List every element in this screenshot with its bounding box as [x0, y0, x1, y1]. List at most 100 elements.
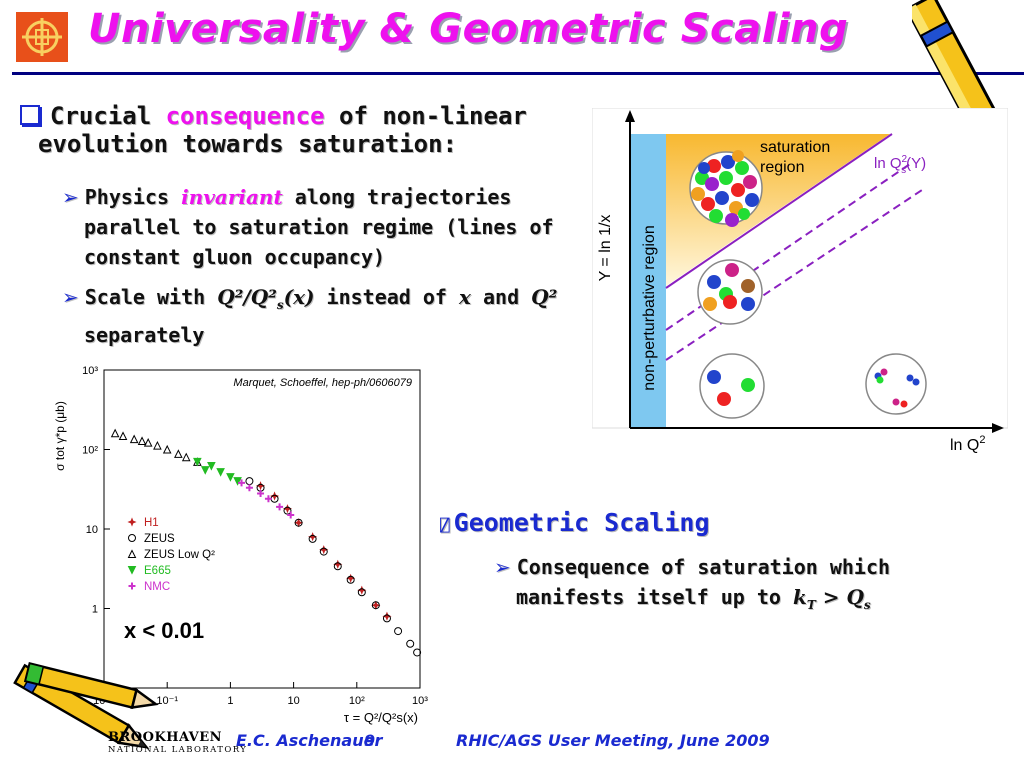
brookhaven-logo: BROOKHAVEN NATIONAL LABORATORY	[108, 730, 258, 760]
chart-frame	[103, 369, 421, 689]
sub2-math-sub: s	[276, 298, 284, 312]
x-tick-label: 10⁻¹	[156, 695, 178, 707]
saturation-diagram: Y = ln 1/x non-perturbative region satur…	[592, 108, 1008, 454]
sub2-math-x: (x)	[283, 285, 315, 309]
data-point-triangle-down	[216, 468, 225, 477]
arrow-bullet-icon: ➢	[494, 555, 511, 579]
arrow-bullet-icon: ➢	[62, 185, 79, 209]
data-point-triangle	[153, 440, 162, 450]
saturation-label-2: region	[760, 159, 804, 176]
main-bullet-prefix: Crucial	[50, 102, 166, 130]
data-point-triangle-down	[193, 457, 202, 467]
data-point-triangle-down	[233, 477, 242, 486]
arrow-bullet-icon: ➢	[62, 285, 79, 309]
legend-label: E665	[144, 565, 171, 577]
slide-title: Universality & Geometric Scaling	[88, 6, 849, 52]
dilute-gluon-circle	[865, 353, 927, 415]
data-point-plus	[264, 495, 272, 503]
y-axis-label: Y = ln 1/x	[597, 215, 614, 282]
data-point-circle	[406, 639, 415, 648]
sub2-and: and	[470, 285, 532, 309]
data-point-plus	[276, 503, 284, 511]
sub1-suffix: along trajectories	[282, 185, 512, 209]
geo-gt: >	[815, 585, 847, 609]
sub-bullet-physics: ➢ Physics invariant along trajectories pa…	[62, 182, 572, 272]
sparse-gluon-circle	[699, 353, 765, 419]
sub-bullet-scale: ➢ Scale with Q²/Q²s(x) instead of x and Q…	[62, 282, 582, 350]
x-cut-label: x < 0.01	[124, 618, 204, 643]
dashed-line-1	[665, 163, 911, 331]
legend-marker-circle	[128, 534, 136, 542]
footer-author: E.C. Aschenauer	[236, 731, 383, 750]
geo-qs: Q	[846, 585, 864, 609]
data-point-triangle-down	[200, 466, 210, 475]
legend-label: ZEUS	[144, 533, 175, 545]
geometric-scaling-sub: ➢ Consequence of saturation which manifes…	[494, 552, 964, 620]
y-tick-label: 1	[92, 604, 98, 616]
medium-gluon-circle	[697, 259, 763, 325]
data-point-triangle	[118, 431, 128, 440]
data-point-circle	[333, 562, 342, 571]
data-point-plus	[257, 489, 265, 497]
legend-marker-triangle	[127, 549, 137, 558]
lab-subtitle: NATIONAL LABORATORY	[108, 745, 248, 755]
data-point-circle	[346, 575, 355, 584]
x-tick-label: 1	[227, 695, 233, 707]
sub2-math-q-ratio: Q²/Q²	[217, 285, 277, 309]
geo-sub-line2: manifests itself up to	[516, 585, 793, 609]
geo-kt-sub: T	[806, 598, 816, 612]
data-point-triangle	[181, 452, 191, 462]
sub1-highlight: invariant	[181, 185, 283, 209]
x-axis-label: ln Q2	[950, 434, 985, 454]
data-point-triangle	[143, 438, 153, 447]
nonpert-label: non-perturbative region	[641, 225, 658, 390]
lab-logo	[16, 12, 68, 62]
nonperturbative-region	[630, 134, 666, 428]
data-point-triangle-down	[207, 462, 216, 471]
sub2-mid: instead of	[314, 285, 460, 309]
y-tick-label: 10³	[82, 365, 98, 377]
y-tick-label: 10	[86, 524, 98, 536]
sub2-math-xvar: x	[459, 285, 471, 309]
y-axis-label: σ tot γ*p (μb)	[53, 401, 67, 471]
geo-sub-line1: Consequence of saturation which	[516, 555, 891, 579]
legend-marker-plus	[128, 582, 136, 590]
legend-label: H1	[144, 517, 159, 529]
data-point-circle	[382, 614, 391, 623]
legend-marker-star	[127, 517, 137, 527]
main-bullet-highlight: consequence	[165, 102, 325, 130]
sub1-line3: constant gluon occupancy)	[84, 245, 386, 269]
lab-name: BROOKHAVEN	[108, 730, 223, 745]
page-number: 9	[364, 731, 376, 750]
x-tick-label: 10³	[412, 695, 428, 707]
main-bullet-suffix: of non-linear	[324, 102, 527, 130]
data-point-circle	[319, 547, 328, 556]
data-point-circle	[308, 534, 317, 543]
geometric-heading-text: Geometric Scaling	[453, 508, 710, 537]
y-tick-label: 10²	[82, 445, 98, 457]
main-bullet-line2: evolution towards saturation:	[38, 130, 458, 158]
y-axis-arrow-icon	[625, 110, 635, 122]
geometric-scaling-chart: Marquet, Schoeffel, hep-ph/0606079 σ tot…	[53, 365, 428, 725]
legend-marker-triangle-down	[127, 566, 137, 575]
title-divider	[12, 72, 1024, 75]
chart-legend: H1 ZEUS ZEUS Low Q² E665 NMC	[127, 517, 215, 593]
data-point-circle	[413, 648, 422, 657]
legend-label: NMC	[144, 581, 170, 593]
sub1-line2: parallel to saturation regime (lines of	[84, 215, 554, 239]
x-tick-label: 10²	[349, 695, 365, 707]
data-points	[110, 428, 422, 657]
pencils-icon	[13, 661, 159, 749]
sub2-prefix: Scale with	[84, 285, 218, 309]
bullet-glyph-icon: ⍁	[440, 516, 450, 535]
saturation-line	[665, 133, 893, 289]
data-point-triangle-down	[226, 473, 235, 482]
data-point-triangle	[137, 436, 147, 445]
data-point-plus	[238, 479, 246, 487]
x-axis-label: τ = Q²/Q²s(x)	[344, 710, 418, 725]
geo-qs-sub: s	[863, 598, 871, 612]
data-point-star	[346, 573, 356, 583]
data-point-triangle	[162, 444, 172, 454]
geo-kt: k	[792, 585, 807, 609]
